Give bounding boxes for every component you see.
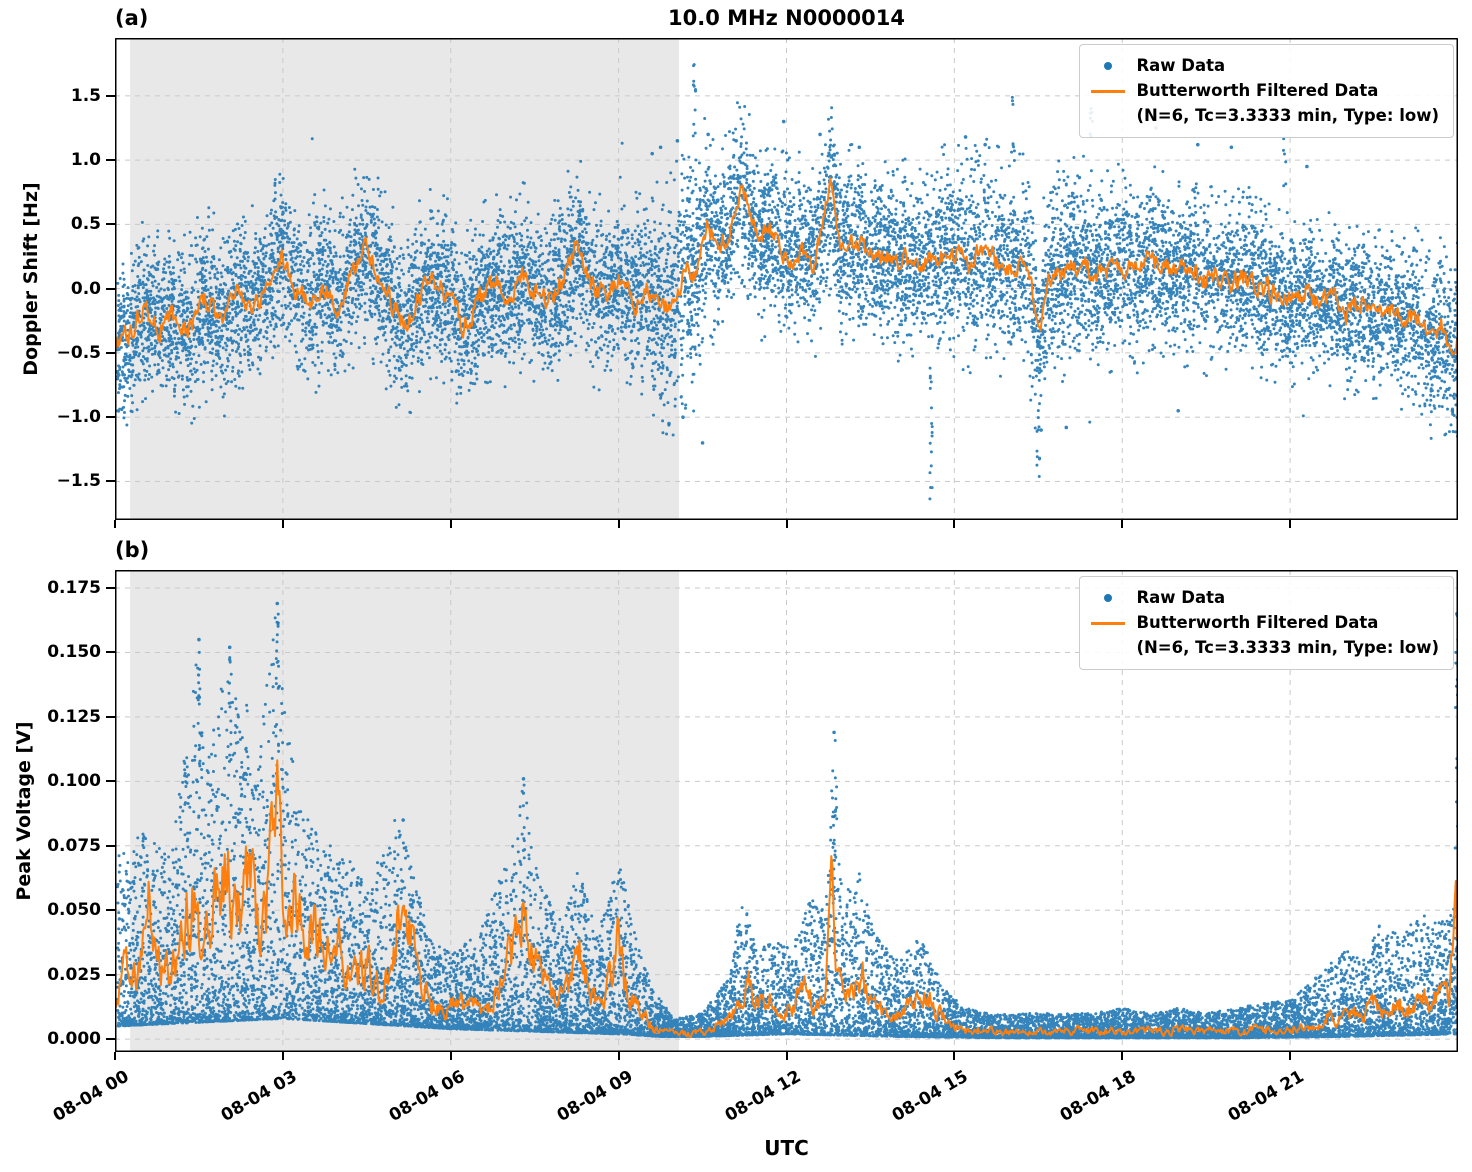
- raw-data-marker-icon: [1104, 594, 1113, 603]
- y-tick-mark: [106, 651, 115, 654]
- y-tick-label: −0.5: [56, 342, 101, 363]
- x-tick-mark: [1121, 520, 1124, 528]
- panel-b-tag: (b): [115, 538, 150, 562]
- y-tick-mark: [106, 416, 115, 419]
- x-tick-mark: [1121, 1052, 1124, 1060]
- x-tick-mark: [114, 520, 116, 528]
- y-tick-label: 0.150: [47, 642, 101, 663]
- legend-entry-filtered: Butterworth Filtered Data: [1090, 79, 1439, 104]
- x-tick-mark: [785, 1052, 788, 1060]
- y-tick-mark: [106, 480, 115, 483]
- y-tick-label: −1.5: [56, 471, 101, 492]
- y-tick-mark: [106, 587, 115, 590]
- y-tick-mark: [106, 780, 115, 783]
- x-tick-label: 08-04 00: [49, 1066, 133, 1126]
- y-axis-label-doppler: Doppler Shift [Hz]: [20, 182, 42, 376]
- x-axis-label: UTC: [764, 1136, 809, 1160]
- y-tick-mark: [106, 223, 115, 226]
- legend-raw-label: Raw Data: [1136, 56, 1226, 75]
- legend-panel-a: Raw Data Butterworth Filtered Data (N=6,…: [1079, 44, 1454, 139]
- legend-filtered-sublabel: (N=6, Tc=3.3333 min, Type: low): [1136, 637, 1439, 657]
- legend-entry-raw: Raw Data: [1090, 54, 1439, 79]
- legend-raw-label: Raw Data: [1136, 588, 1226, 607]
- legend-entry-raw: Raw Data: [1090, 586, 1439, 611]
- x-tick-label: 08-04 21: [1224, 1066, 1308, 1126]
- y-tick-mark: [106, 909, 115, 912]
- y-tick-mark: [106, 715, 115, 718]
- x-tick-mark: [617, 1052, 620, 1060]
- y-tick-mark: [106, 844, 115, 847]
- x-tick-mark: [281, 1052, 284, 1060]
- x-tick-label: 08-04 03: [217, 1066, 301, 1126]
- y-tick-label: 0.075: [47, 835, 101, 856]
- x-tick-mark: [1289, 1052, 1292, 1060]
- y-tick-mark: [106, 351, 115, 354]
- y-tick-label: 0.175: [47, 578, 101, 599]
- raw-data-marker-icon: [1104, 62, 1113, 71]
- filtered-line-icon: [1091, 621, 1126, 625]
- x-tick-mark: [449, 1052, 452, 1060]
- x-tick-mark: [281, 520, 284, 528]
- y-tick-mark: [106, 1038, 115, 1041]
- y-axis-label-voltage: Peak Voltage [V]: [13, 721, 35, 901]
- y-tick-label: 0.125: [47, 706, 101, 727]
- y-tick-label: 0.0: [70, 278, 101, 299]
- x-tick-label: 08-04 12: [721, 1066, 804, 1126]
- y-tick-label: 1.5: [70, 85, 101, 106]
- y-tick-label: 0.000: [47, 1029, 101, 1050]
- x-tick-label: 08-04 06: [385, 1066, 469, 1126]
- x-tick-mark: [617, 520, 620, 528]
- y-tick-mark: [106, 159, 115, 162]
- x-tick-mark: [449, 520, 452, 528]
- y-tick-label: −1.0: [56, 407, 101, 428]
- x-tick-label: 08-04 15: [889, 1066, 972, 1126]
- x-tick-mark: [953, 1052, 956, 1060]
- filtered-line-icon: [1091, 89, 1126, 93]
- legend-filtered-label: Butterworth Filtered Data: [1136, 612, 1379, 632]
- y-tick-mark: [106, 287, 115, 290]
- panel-a-tag: (a): [115, 6, 149, 30]
- legend-filtered-sublabel: (N=6, Tc=3.3333 min, Type: low): [1136, 105, 1439, 125]
- x-tick-mark: [785, 520, 788, 528]
- x-tick-label: 08-04 18: [1057, 1066, 1140, 1126]
- y-tick-mark: [106, 94, 115, 97]
- y-tick-label: 1.0: [70, 150, 101, 171]
- y-tick-mark: [106, 973, 115, 976]
- legend-panel-b: Raw Data Butterworth Filtered Data (N=6,…: [1079, 576, 1454, 671]
- y-tick-label: 0.025: [47, 964, 101, 985]
- x-tick-mark: [114, 1052, 116, 1060]
- legend-filtered-label: Butterworth Filtered Data: [1136, 80, 1379, 100]
- y-tick-label: 0.5: [70, 214, 101, 235]
- y-tick-label: 0.050: [47, 900, 101, 921]
- chart-title: 10.0 MHz N0000014: [668, 6, 905, 30]
- x-tick-mark: [953, 520, 956, 528]
- x-tick-mark: [1289, 520, 1292, 528]
- legend-entry-filtered: Butterworth Filtered Data: [1090, 611, 1439, 636]
- y-tick-label: 0.100: [47, 771, 101, 792]
- x-tick-label: 08-04 09: [553, 1066, 637, 1126]
